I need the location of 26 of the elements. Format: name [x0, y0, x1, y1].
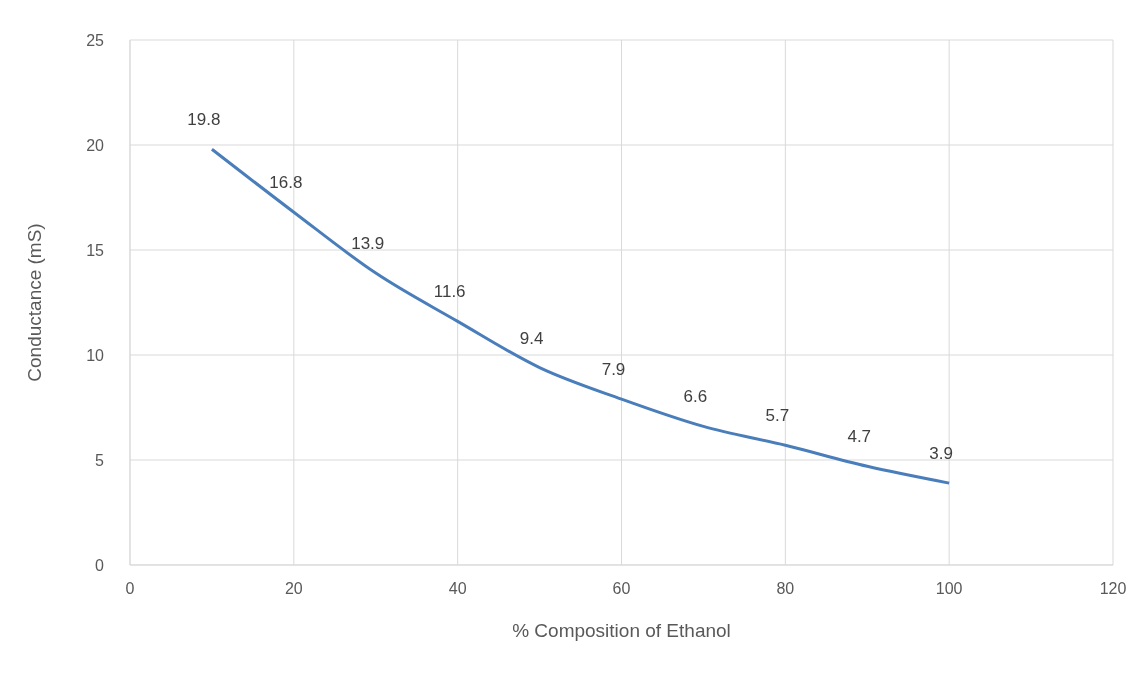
y-tick-label: 5: [95, 451, 105, 469]
x-tick-label: 40: [448, 580, 467, 598]
x-tick-label: 120: [1099, 580, 1127, 598]
data-label: 9.4: [519, 328, 544, 348]
data-label: 4.7: [847, 427, 872, 447]
x-tick-label: 60: [612, 580, 631, 598]
data-label: 6.6: [683, 387, 708, 407]
data-label: 13.9: [351, 234, 385, 254]
y-tick-label: 10: [86, 346, 105, 364]
x-tick-label: 0: [125, 580, 135, 598]
data-label: 3.9: [929, 444, 953, 464]
x-tick-label: 100: [935, 580, 963, 598]
x-tick-label: 80: [776, 580, 795, 598]
y-tick-label: 15: [86, 241, 105, 259]
data-label: 16.8: [269, 173, 303, 193]
data-label: 19.8: [187, 110, 221, 130]
y-tick-label: 25: [86, 31, 105, 49]
x-tick-label: 20: [284, 580, 303, 598]
line-series: [210, 147, 951, 485]
y-tick-label: 0: [95, 556, 105, 574]
data-label: 11.6: [433, 282, 466, 302]
data-label: 5.7: [765, 406, 790, 426]
x-axis-title: % Composition of Ethanol: [512, 620, 731, 641]
y-axis-title: Conductance (mS): [23, 223, 45, 382]
data-label: 7.9: [601, 360, 626, 380]
y-tick-label: 20: [86, 136, 105, 154]
